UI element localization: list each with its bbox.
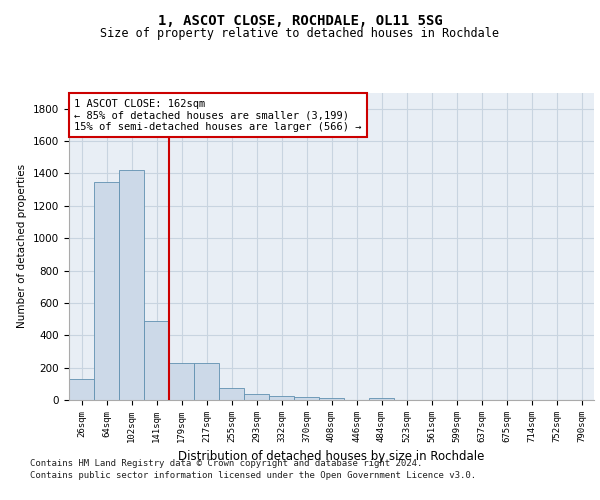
Text: Contains HM Land Registry data © Crown copyright and database right 2024.: Contains HM Land Registry data © Crown c… [30,458,422,468]
Bar [319,398,344,400]
Bar [69,379,94,400]
Text: Contains public sector information licensed under the Open Government Licence v3: Contains public sector information licen… [30,471,476,480]
Bar [119,170,144,400]
Bar [294,397,319,400]
Y-axis label: Number of detached properties: Number of detached properties [17,164,28,328]
Bar [219,388,244,400]
Text: 1 ASCOT CLOSE: 162sqm
← 85% of detached houses are smaller (3,199)
15% of semi-d: 1 ASCOT CLOSE: 162sqm ← 85% of detached … [74,98,362,132]
Text: 1, ASCOT CLOSE, ROCHDALE, OL11 5SG: 1, ASCOT CLOSE, ROCHDALE, OL11 5SG [158,14,442,28]
Bar [169,363,194,400]
Bar [369,398,394,400]
Bar [269,396,294,400]
Text: Size of property relative to detached houses in Rochdale: Size of property relative to detached ho… [101,28,499,40]
Bar [94,182,119,400]
X-axis label: Distribution of detached houses by size in Rochdale: Distribution of detached houses by size … [178,450,485,464]
Bar [244,394,269,400]
Bar [144,320,169,400]
Bar [194,363,219,400]
